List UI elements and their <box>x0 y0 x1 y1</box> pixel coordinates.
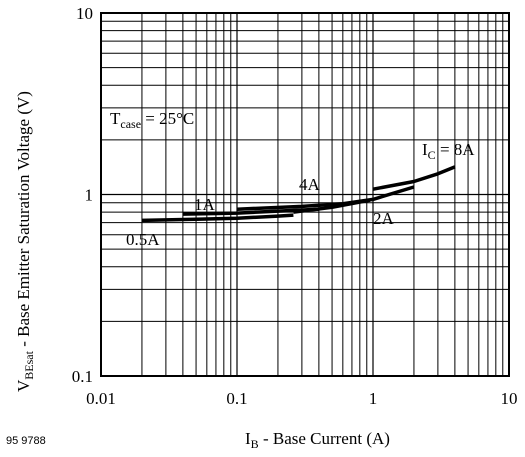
x-tick-label: 0.1 <box>226 389 247 408</box>
series-labels: 0.5A 1A 2A 4A IC = 8A <box>126 140 475 249</box>
series-lines <box>141 165 456 223</box>
x-axis-label-rest: - Base Current (A) <box>259 429 390 448</box>
series-line-8A <box>372 165 456 191</box>
x-tick-label: 10 <box>501 389 518 408</box>
grid <box>101 13 509 376</box>
figure-code: 95 9788 <box>6 435 46 447</box>
x-tick-label: 1 <box>369 389 378 408</box>
series-label-8A: IC = 8A <box>422 140 475 162</box>
series-label-0.5A: 0.5A <box>126 230 160 249</box>
condition-main: T <box>110 109 121 128</box>
series-label-2A: 2A <box>373 209 395 228</box>
y-tick-label: 0.1 <box>72 367 93 386</box>
tick-labels: 0.01 0.1 1 10 0.1 1 10 <box>72 4 518 408</box>
condition-label: Tcase = 25°C <box>110 109 194 131</box>
x-tick-label: 0.01 <box>86 389 116 408</box>
condition-rest: = 25°C <box>141 109 194 128</box>
y-axis-label: VBEsat - Base Emitter Saturation Voltage… <box>14 91 36 392</box>
condition-sub: case <box>120 117 141 131</box>
x-axis-label: IB - Base Current (A) <box>245 429 390 451</box>
x-axis-label-sub: B <box>251 437 259 451</box>
y-tick-label: 10 <box>76 4 93 23</box>
y-axis-label-sub: BEsat <box>22 350 36 379</box>
y-axis-label-main: V <box>14 379 33 392</box>
series-line-4A <box>236 185 415 211</box>
x-axis-label-main: I <box>245 429 251 448</box>
series-line-0.5A <box>141 213 294 223</box>
y-axis-label-rest: - Base Emitter Saturation Voltage (V) <box>14 91 33 351</box>
plot-frame <box>100 12 510 377</box>
series-label-4A: 4A <box>299 175 321 194</box>
series-label-1A: 1A <box>194 195 216 214</box>
y-tick-label: 1 <box>85 186 94 205</box>
